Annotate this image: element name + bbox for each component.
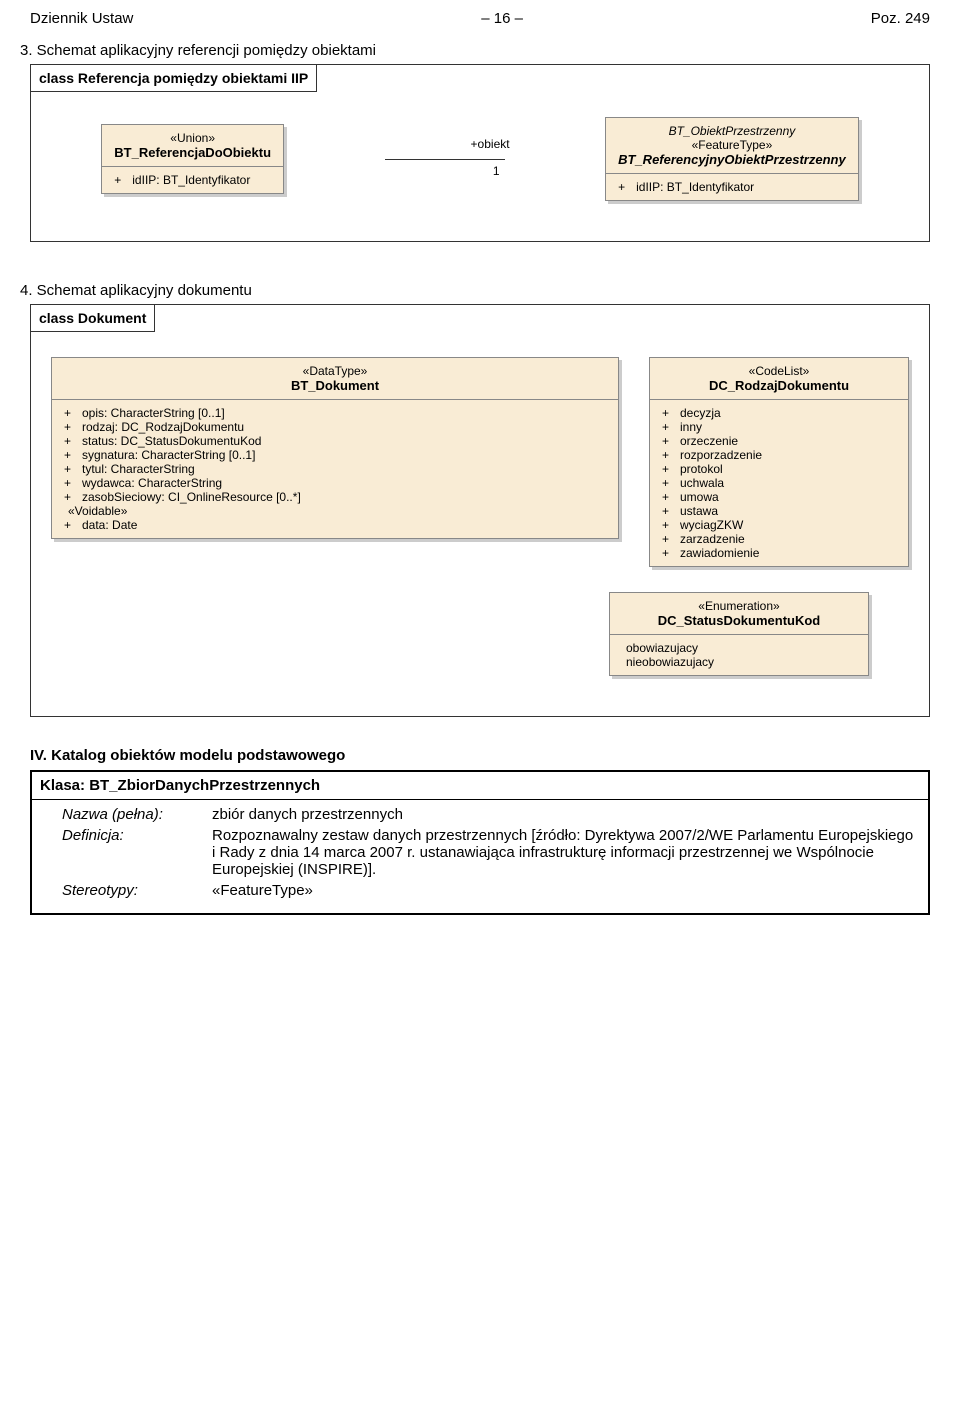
- bt-referencja-box: «Union» BT_ReferencjaDoObiektu + idIIP: …: [101, 124, 284, 194]
- catalog-row: Stereotypy:«FeatureType»: [62, 882, 918, 899]
- catalog-value: Rozpoznawalny zestaw danych przestrzenny…: [212, 827, 918, 878]
- header-center: – 16 –: [481, 10, 523, 27]
- catalog-row: Nazwa (pełna):zbiór danych przestrzennyc…: [62, 806, 918, 823]
- class-name: BT_ReferencjaDoObiektu: [114, 145, 271, 160]
- stereo: «Union»: [114, 131, 271, 145]
- attr-row: +inny: [662, 420, 896, 434]
- catalog-value: «FeatureType»: [212, 882, 918, 899]
- catalog-label: Stereotypy:: [62, 882, 212, 899]
- dc-status-box: «Enumeration» DC_StatusDokumentuKod obow…: [609, 592, 869, 676]
- rel-role: +obiekt: [471, 137, 510, 151]
- section4-container: class Dokument «DataType» BT_Dokument +o…: [30, 304, 930, 717]
- attr-row: +status: DC_StatusDokumentuKod: [64, 434, 606, 448]
- attr-row: +sygnatura: CharacterString [0..1]: [64, 448, 606, 462]
- class-name: DC_RodzajDokumentu: [662, 378, 896, 393]
- catalog-label: Definicja:: [62, 827, 212, 844]
- attr-row: +protokol: [662, 462, 896, 476]
- supertype: BT_ObiektPrzestrzenny: [618, 124, 846, 138]
- catalog-label: Nazwa (pełna):: [62, 806, 212, 823]
- attr-row: +tytul: CharacterString: [64, 462, 606, 476]
- enum-value: obowiazujacy: [622, 641, 856, 655]
- catalog-section-title: IV. Katalog obiektów modelu podstawowego: [30, 747, 930, 764]
- enum-value: nieobowiazujacy: [622, 655, 856, 669]
- class-name: BT_ReferencyjnyObiektPrzestrzenny: [618, 152, 846, 167]
- catalog-value: zbiór danych przestrzennych: [212, 806, 918, 823]
- page-header: Dziennik Ustaw – 16 – Poz. 249: [0, 0, 960, 32]
- catalog-table: Klasa: BT_ZbiorDanychPrzestrzennych Nazw…: [30, 770, 930, 915]
- attr-row: +zawiadomienie: [662, 546, 896, 560]
- attr-row: +umowa: [662, 490, 896, 504]
- voidable-label: «Voidable»: [64, 504, 606, 518]
- stereo: «DataType»: [64, 364, 606, 378]
- bt-dokument-box: «DataType» BT_Dokument +opis: CharacterS…: [51, 357, 619, 539]
- catalog-class-header: Klasa: BT_ZbiorDanychPrzestrzennych: [32, 772, 928, 800]
- header-right: Poz. 249: [871, 10, 930, 27]
- attr-row: +ustawa: [662, 504, 896, 518]
- attr-row: +orzeczenie: [662, 434, 896, 448]
- attr-row: +zarzadzenie: [662, 532, 896, 546]
- relation-line: +obiekt 1: [385, 129, 505, 189]
- stereo: «FeatureType»: [618, 138, 846, 152]
- dc-rodzaj-box: «CodeList» DC_RodzajDokumentu +decyzja+i…: [649, 357, 909, 567]
- attr-row: +wyciagZKW: [662, 518, 896, 532]
- attr-row: +opis: CharacterString [0..1]: [64, 406, 606, 420]
- rel-mult: 1: [493, 164, 500, 178]
- section4-title: 4. Schemat aplikacyjny dokumentu: [0, 272, 960, 304]
- attr-row: +zasobSieciowy: CI_OnlineResource [0..*]: [64, 490, 606, 504]
- stereo: «Enumeration»: [622, 599, 856, 613]
- attr-row: + idIIP: BT_Identyfikator: [618, 180, 846, 194]
- attr-row: +rozporzadzenie: [662, 448, 896, 462]
- section3-title: 3. Schemat aplikacyjny referencji pomięd…: [0, 32, 960, 64]
- attr-row: + idIIP: BT_Identyfikator: [114, 173, 271, 187]
- section3-container-label: class Referencja pomiędzy obiektami IIP: [31, 65, 317, 92]
- attr-row: +uchwala: [662, 476, 896, 490]
- attr-row: +decyzja: [662, 406, 896, 420]
- header-left: Dziennik Ustaw: [30, 10, 133, 27]
- class-name: DC_StatusDokumentuKod: [622, 613, 856, 628]
- attr-row: +data: Date: [64, 518, 606, 532]
- class-name: BT_Dokument: [64, 378, 606, 393]
- stereo: «CodeList»: [662, 364, 896, 378]
- catalog-row: Definicja:Rozpoznawalny zestaw danych pr…: [62, 827, 918, 878]
- bt-referencyjny-box: BT_ObiektPrzestrzenny «FeatureType» BT_R…: [605, 117, 859, 201]
- attr-row: +rodzaj: DC_RodzajDokumentu: [64, 420, 606, 434]
- section4-container-label: class Dokument: [31, 305, 155, 332]
- section3-container: class Referencja pomiędzy obiektami IIP …: [30, 64, 930, 242]
- attr-row: +wydawca: CharacterString: [64, 476, 606, 490]
